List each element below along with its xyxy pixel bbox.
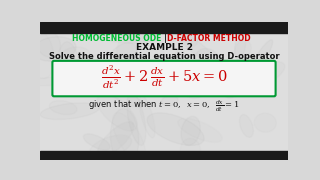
- Ellipse shape: [97, 122, 134, 157]
- Text: |: |: [164, 34, 170, 43]
- Text: EXAMPLE 2: EXAMPLE 2: [135, 42, 193, 51]
- Ellipse shape: [237, 62, 285, 91]
- Ellipse shape: [127, 93, 146, 145]
- Ellipse shape: [247, 40, 273, 78]
- Ellipse shape: [36, 30, 60, 57]
- FancyBboxPatch shape: [52, 61, 276, 96]
- Ellipse shape: [239, 114, 253, 137]
- Ellipse shape: [93, 75, 143, 107]
- Ellipse shape: [104, 43, 138, 83]
- Text: Solve the differential equation using D-operator: Solve the differential equation using D-…: [49, 52, 279, 61]
- Ellipse shape: [235, 30, 246, 60]
- Ellipse shape: [59, 42, 81, 92]
- Ellipse shape: [181, 116, 200, 145]
- Ellipse shape: [194, 48, 220, 74]
- Bar: [40, 151, 288, 160]
- Text: D-FACTOR METHOD: D-FACTOR METHOD: [167, 34, 251, 43]
- Ellipse shape: [226, 73, 260, 98]
- Ellipse shape: [176, 31, 218, 65]
- Text: $\frac{d^2x}{dt^2} + 2\,\frac{dx}{dt} + 5x = 0$: $\frac{d^2x}{dt^2} + 2\,\frac{dx}{dt} + …: [100, 64, 228, 91]
- Text: given that when $t = 0,\;\; x = 0,\;\; \frac{dx}{dt} = 1$: given that when $t = 0,\;\; x = 0,\;\; \…: [88, 99, 240, 114]
- Ellipse shape: [110, 109, 139, 167]
- Ellipse shape: [84, 134, 110, 150]
- Ellipse shape: [33, 37, 76, 61]
- Ellipse shape: [97, 94, 137, 131]
- Ellipse shape: [147, 113, 204, 145]
- Bar: [40, 22, 288, 33]
- Text: HOMOGENEOUS ODE: HOMOGENEOUS ODE: [72, 34, 164, 43]
- Ellipse shape: [255, 61, 271, 92]
- Ellipse shape: [139, 96, 155, 138]
- Ellipse shape: [161, 95, 178, 106]
- Ellipse shape: [50, 101, 77, 115]
- Ellipse shape: [40, 103, 99, 120]
